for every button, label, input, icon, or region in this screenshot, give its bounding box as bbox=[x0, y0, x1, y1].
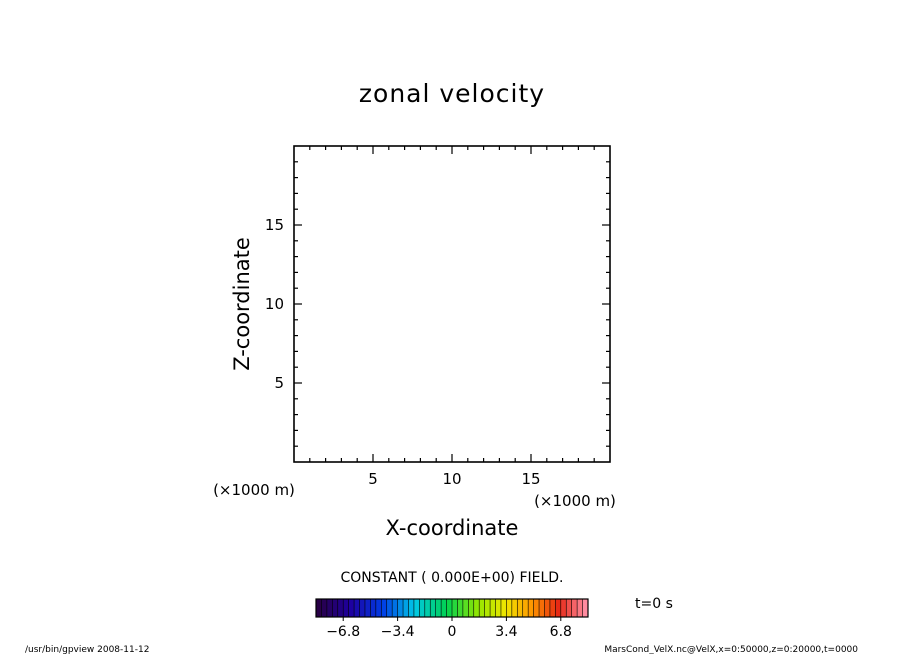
colorbar-swatch bbox=[386, 599, 393, 617]
tick-marks bbox=[294, 146, 610, 462]
colorbar-swatch bbox=[430, 599, 436, 617]
colorbar-swatch bbox=[473, 599, 480, 617]
colorbar-swatch bbox=[370, 599, 377, 617]
colorbar-labels: −6.8 −3.4 0 3.4 6.8 bbox=[326, 624, 572, 640]
colorbar-swatch bbox=[413, 599, 420, 617]
colorbar-swatch bbox=[457, 599, 464, 617]
colorbar-swatch bbox=[452, 599, 458, 617]
colorbar-tick-label: −6.8 bbox=[326, 624, 360, 640]
colorbar-swatch bbox=[403, 599, 409, 617]
colorbar-tick-label: 3.4 bbox=[495, 624, 517, 640]
colorbar-swatch bbox=[500, 599, 507, 617]
colorbar-swatch bbox=[392, 599, 398, 617]
footer-right: MarsCond_VelX.nc@VelX,x=0:50000,z=0:2000… bbox=[604, 645, 858, 654]
colorbar-swatch bbox=[462, 599, 469, 617]
colorbar-swatch bbox=[343, 599, 349, 617]
y-tick-label: 15 bbox=[265, 216, 284, 234]
colorbar-ticks bbox=[342, 617, 562, 621]
colorbar-swatch bbox=[544, 599, 551, 617]
colorbar-tick-label: 0 bbox=[448, 624, 457, 640]
colorbar-swatch bbox=[364, 599, 371, 617]
y-tick-label: 5 bbox=[274, 374, 284, 392]
x-tick-label: 5 bbox=[368, 470, 378, 488]
plot-frame bbox=[293, 145, 611, 463]
colorbar-swatch bbox=[446, 599, 453, 617]
colorbar-swatch bbox=[375, 599, 382, 617]
colorbar-swatch bbox=[354, 599, 360, 617]
colorbar-swatch bbox=[549, 599, 556, 617]
colorbar-swatch bbox=[419, 599, 426, 617]
colorbar bbox=[315, 599, 589, 617]
colorbar-swatch bbox=[435, 599, 442, 617]
colorbar-tick-label: 6.8 bbox=[550, 624, 572, 640]
x-axis-title: X-coordinate bbox=[386, 516, 519, 540]
colorbar-swatch bbox=[528, 599, 534, 617]
colorbar-swatch bbox=[582, 599, 589, 617]
colorbar-swatch bbox=[566, 599, 572, 617]
colorbar-swatch bbox=[571, 599, 578, 617]
y-axis-unit: (×1000 m) bbox=[213, 481, 295, 499]
colorbar-swatch bbox=[522, 599, 529, 617]
colorbar-tick-label: −3.4 bbox=[381, 624, 415, 640]
colorbar-swatch bbox=[441, 599, 447, 617]
colorbar-swatch bbox=[517, 599, 524, 617]
colorbar-swatch bbox=[397, 599, 404, 617]
colorbar-swatch bbox=[468, 599, 475, 617]
colorbar-swatch bbox=[577, 599, 583, 617]
colorbar-swatch bbox=[506, 599, 513, 617]
colorbar-swatch bbox=[533, 599, 540, 617]
y-tick-labels: 5 10 15 bbox=[265, 216, 284, 392]
colorbar-swatch bbox=[332, 599, 339, 617]
colorbar-swatch bbox=[424, 599, 431, 617]
x-tick-labels: 5 10 15 bbox=[368, 470, 540, 488]
colorbar-swatch bbox=[511, 599, 518, 617]
x-tick-label: 10 bbox=[442, 470, 461, 488]
chart-title: zonal velocity bbox=[359, 79, 545, 108]
plot-axes: 5 10 15 5 10 15 bbox=[265, 145, 611, 488]
colorbar-swatch bbox=[484, 599, 491, 617]
colorbar-swatch bbox=[490, 599, 496, 617]
colorbar-swatch bbox=[337, 599, 344, 617]
colorbar-swatch bbox=[348, 599, 355, 617]
footer-left: /usr/bin/gpview 2008-11-12 bbox=[25, 645, 149, 654]
colorbar-swatch bbox=[539, 599, 545, 617]
colorbar-swatch bbox=[560, 599, 567, 617]
y-tick-label: 10 bbox=[265, 295, 284, 313]
colorbar-swatch bbox=[495, 599, 502, 617]
colorbar-swatch bbox=[326, 599, 333, 617]
x-axis-unit: (×1000 m) bbox=[534, 492, 616, 510]
x-tick-label: 15 bbox=[521, 470, 540, 488]
colorbar-swatch bbox=[479, 599, 485, 617]
colorbar-swatch bbox=[408, 599, 415, 617]
colorbar-swatch bbox=[359, 599, 366, 617]
colorbar-swatch bbox=[555, 599, 562, 617]
y-axis-title: Z-coordinate bbox=[230, 237, 254, 371]
time-label: t=0 s bbox=[635, 596, 673, 612]
field-message: CONSTANT ( 0.000E+00) FIELD. bbox=[340, 570, 563, 586]
colorbar-swatch bbox=[316, 599, 322, 617]
colorbar-swatch bbox=[381, 599, 388, 617]
colorbar-swatch bbox=[321, 599, 328, 617]
